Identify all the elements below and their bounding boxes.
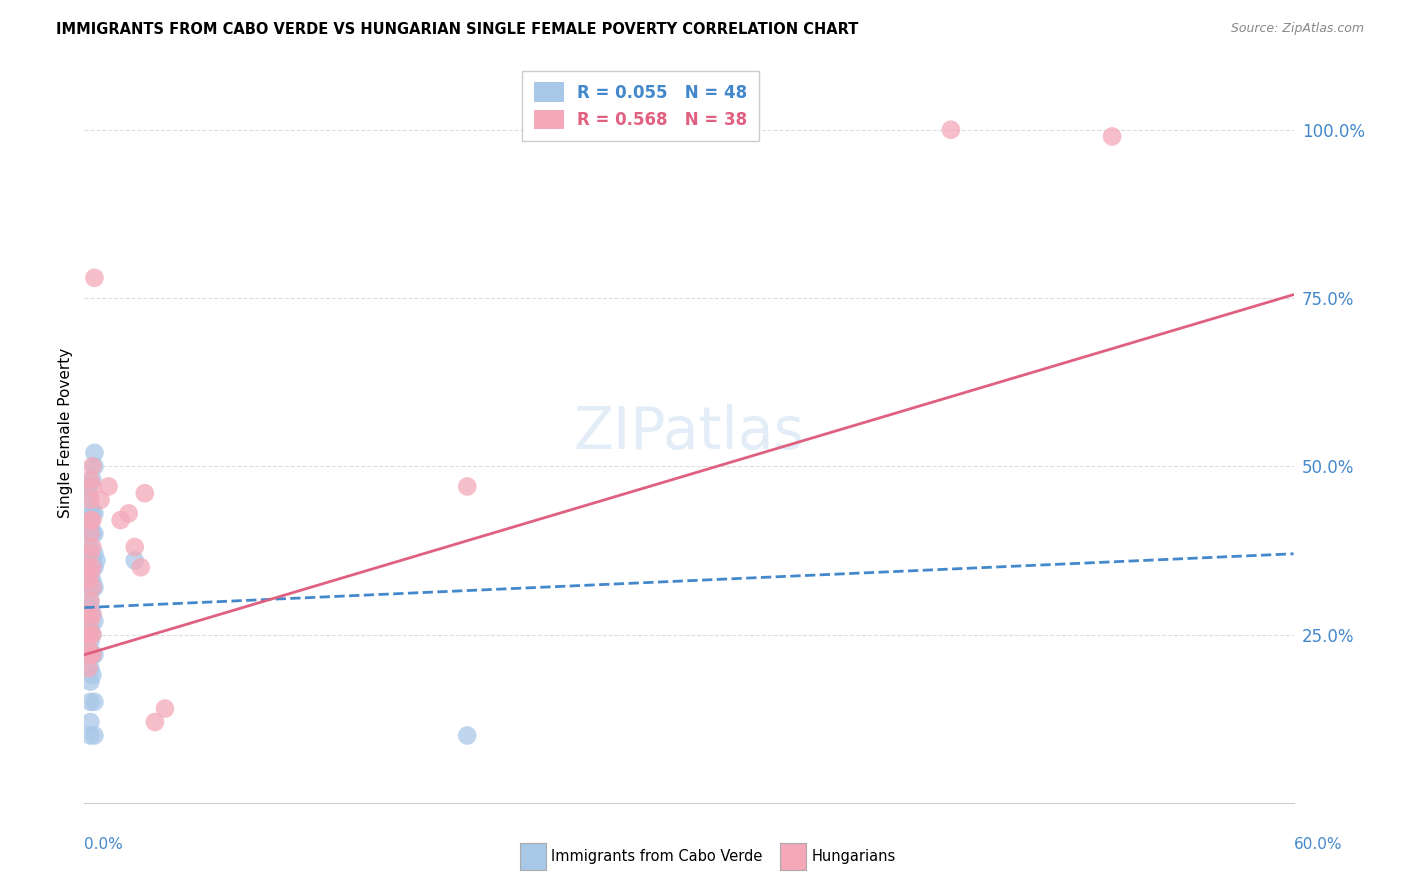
- Point: [82, 459, 104, 474]
- Point: [79, 627, 101, 641]
- Point: [83, 695, 105, 709]
- Point: [82, 648, 104, 662]
- Point: [82, 668, 104, 682]
- Point: [79, 473, 101, 487]
- Point: [83, 729, 105, 743]
- Point: [79, 526, 101, 541]
- Point: [79, 513, 101, 527]
- Point: [82, 560, 104, 574]
- Point: [77, 661, 100, 675]
- Text: ZIPatlas: ZIPatlas: [574, 404, 804, 461]
- Point: [1101, 129, 1123, 144]
- Point: [79, 607, 101, 622]
- Point: [456, 479, 478, 493]
- Point: [83, 648, 105, 662]
- Point: [82, 627, 104, 641]
- Point: [82, 513, 104, 527]
- Point: [79, 695, 101, 709]
- Point: [82, 607, 104, 622]
- Point: [83, 526, 105, 541]
- Point: [89, 492, 111, 507]
- Point: [79, 614, 101, 628]
- Point: [79, 513, 101, 527]
- Point: [77, 479, 100, 493]
- Text: 60.0%: 60.0%: [1295, 837, 1343, 852]
- Point: [79, 714, 101, 729]
- Point: [79, 634, 101, 648]
- Point: [82, 607, 104, 622]
- Point: [79, 648, 101, 662]
- Point: [79, 492, 101, 507]
- Point: [83, 614, 105, 628]
- Point: [82, 526, 104, 541]
- Text: Hungarians: Hungarians: [811, 849, 896, 863]
- Point: [79, 553, 101, 567]
- Point: [939, 122, 962, 136]
- Point: [79, 547, 101, 561]
- Point: [82, 648, 104, 662]
- Y-axis label: Single Female Poverty: Single Female Poverty: [58, 348, 73, 517]
- Point: [79, 674, 101, 689]
- Point: [82, 627, 104, 641]
- Point: [143, 714, 166, 729]
- Point: [79, 520, 101, 534]
- Point: [83, 560, 105, 574]
- Point: [82, 574, 104, 588]
- Point: [82, 581, 104, 595]
- Point: [79, 621, 101, 635]
- Text: IMMIGRANTS FROM CABO VERDE VS HUNGARIAN SINGLE FEMALE POVERTY CORRELATION CHART: IMMIGRANTS FROM CABO VERDE VS HUNGARIAN …: [56, 22, 859, 37]
- Point: [77, 627, 100, 641]
- Point: [79, 566, 101, 581]
- Point: [77, 560, 100, 574]
- Point: [83, 446, 105, 460]
- Point: [83, 507, 105, 521]
- Point: [79, 661, 101, 675]
- Point: [124, 553, 146, 567]
- Point: [79, 594, 101, 608]
- Legend: R = 0.055   N = 48, R = 0.568   N = 38: R = 0.055 N = 48, R = 0.568 N = 38: [522, 70, 759, 141]
- Point: [77, 574, 100, 588]
- Point: [79, 648, 101, 662]
- Point: [456, 729, 478, 743]
- Text: 0.0%: 0.0%: [84, 837, 124, 852]
- Point: [134, 486, 156, 500]
- Point: [79, 540, 101, 554]
- Point: [77, 640, 100, 655]
- Point: [79, 600, 101, 615]
- Point: [79, 526, 101, 541]
- Point: [82, 553, 104, 567]
- Point: [124, 540, 146, 554]
- Point: [82, 540, 104, 554]
- Point: [83, 547, 105, 561]
- Point: [79, 581, 101, 595]
- Point: [86, 553, 108, 567]
- Point: [83, 581, 105, 595]
- Point: [82, 560, 104, 574]
- Point: [79, 547, 101, 561]
- Point: [79, 566, 101, 581]
- Point: [79, 500, 101, 514]
- Point: [82, 581, 104, 595]
- Point: [77, 486, 100, 500]
- Point: [83, 270, 105, 285]
- Point: [82, 479, 104, 493]
- Point: [129, 560, 152, 574]
- Point: [118, 507, 141, 521]
- Point: [79, 574, 101, 588]
- Point: [82, 507, 104, 521]
- Point: [79, 594, 101, 608]
- Point: [82, 473, 104, 487]
- Text: Source: ZipAtlas.com: Source: ZipAtlas.com: [1230, 22, 1364, 36]
- Point: [83, 459, 105, 474]
- Point: [97, 479, 120, 493]
- Point: [77, 607, 100, 622]
- Point: [110, 513, 132, 527]
- Point: [153, 701, 176, 715]
- Text: Immigrants from Cabo Verde: Immigrants from Cabo Verde: [551, 849, 762, 863]
- Point: [79, 729, 101, 743]
